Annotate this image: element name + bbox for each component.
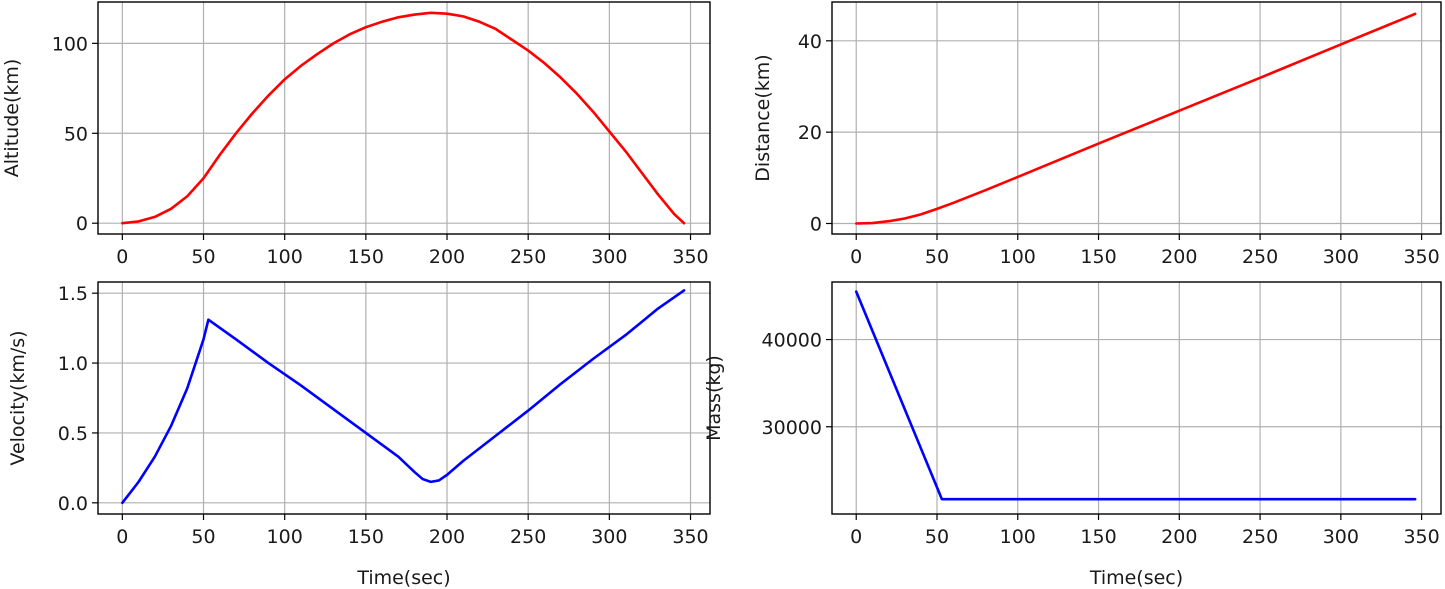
subplot-velocity: 0 50 100 150 200 250 300 350 0.0 0.5 1.0 1.5 Velocit… [7, 281, 711, 589]
plot-frame [831, 281, 1442, 515]
altitude-y-axis-label: Altitude(km) [1, 59, 23, 178]
y-tick-label: 30000 [762, 417, 822, 439]
distance-y-axis-label: Distance(km) [752, 54, 774, 181]
x-tick-label: 0 [116, 526, 128, 548]
plot-frame [97, 1, 711, 235]
x-tick-label: 300 [591, 526, 627, 548]
velocity-y-axis-label: Velocity(km/s) [7, 330, 29, 465]
x-tick-label: 250 [510, 526, 546, 548]
x-tick-label: 250 [1242, 246, 1278, 268]
x-tick-label: 200 [1161, 526, 1197, 548]
subplot-mass: 0 50 100 150 200 250 300 350 30000 40000 Mass(kg) T… [703, 281, 1442, 589]
subplot-altitude: 0 50 100 150 200 250 300 350 0 50 100 Altitude(km) [1, 1, 711, 268]
x-tick-label: 200 [1161, 246, 1197, 268]
x-tick-label: 300 [1323, 526, 1359, 548]
x-tick-label: 350 [672, 526, 708, 548]
y-tick-label: 40 [798, 31, 822, 53]
x-tick-label: 100 [1000, 526, 1036, 548]
x-tick-label: 300 [1323, 246, 1359, 268]
x-tick-label: 150 [1080, 246, 1116, 268]
x-tick-label: 100 [1000, 246, 1036, 268]
y-tick-label: 100 [52, 33, 88, 55]
x-tick-label: 100 [267, 526, 303, 548]
x-tick-label: 0 [116, 246, 128, 268]
plot-frame [831, 1, 1442, 235]
y-tick-label: 0 [76, 213, 88, 235]
x-tick-label: 50 [191, 246, 215, 268]
y-tick-label: 1.0 [58, 353, 88, 375]
x-tick-label: 50 [925, 526, 949, 548]
x-tick-label: 300 [591, 246, 627, 268]
x-tick-label: 50 [925, 246, 949, 268]
y-tick-label: 20 [798, 122, 822, 144]
x-tick-label: 150 [348, 246, 384, 268]
x-tick-label: 50 [191, 526, 215, 548]
mass-x-axis-label: Time(sec) [1089, 567, 1183, 589]
x-tick-label: 200 [429, 526, 465, 548]
x-tick-label: 150 [1080, 526, 1116, 548]
x-tick-label: 350 [1403, 526, 1439, 548]
mass-y-axis-label: Mass(kg) [703, 355, 725, 441]
y-tick-label: 0 [810, 213, 822, 235]
x-tick-label: 200 [429, 246, 465, 268]
velocity-x-axis-label: Time(sec) [356, 567, 450, 589]
x-tick-label: 0 [850, 526, 862, 548]
x-tick-label: 150 [348, 526, 384, 548]
x-tick-label: 250 [510, 246, 546, 268]
subplot-distance: 0 50 100 150 200 250 300 350 0 20 40 Distance(km) [752, 1, 1442, 268]
y-tick-label: 1.5 [58, 283, 88, 305]
x-tick-label: 350 [672, 246, 708, 268]
distance-series-line [854, 12, 1417, 225]
x-tick-label: 350 [1403, 246, 1439, 268]
y-tick-label: 0.5 [58, 423, 88, 445]
velocity-series-line [121, 289, 686, 505]
x-tick-label: 100 [267, 246, 303, 268]
altitude-series-line [121, 11, 686, 225]
mass-series-line [854, 290, 1417, 501]
y-tick-label: 0.0 [58, 493, 88, 515]
x-tick-label: 250 [1242, 526, 1278, 548]
y-tick-label: 40000 [762, 330, 822, 352]
y-tick-label: 50 [64, 123, 88, 145]
x-tick-label: 0 [850, 246, 862, 268]
plot-frame [97, 281, 711, 515]
